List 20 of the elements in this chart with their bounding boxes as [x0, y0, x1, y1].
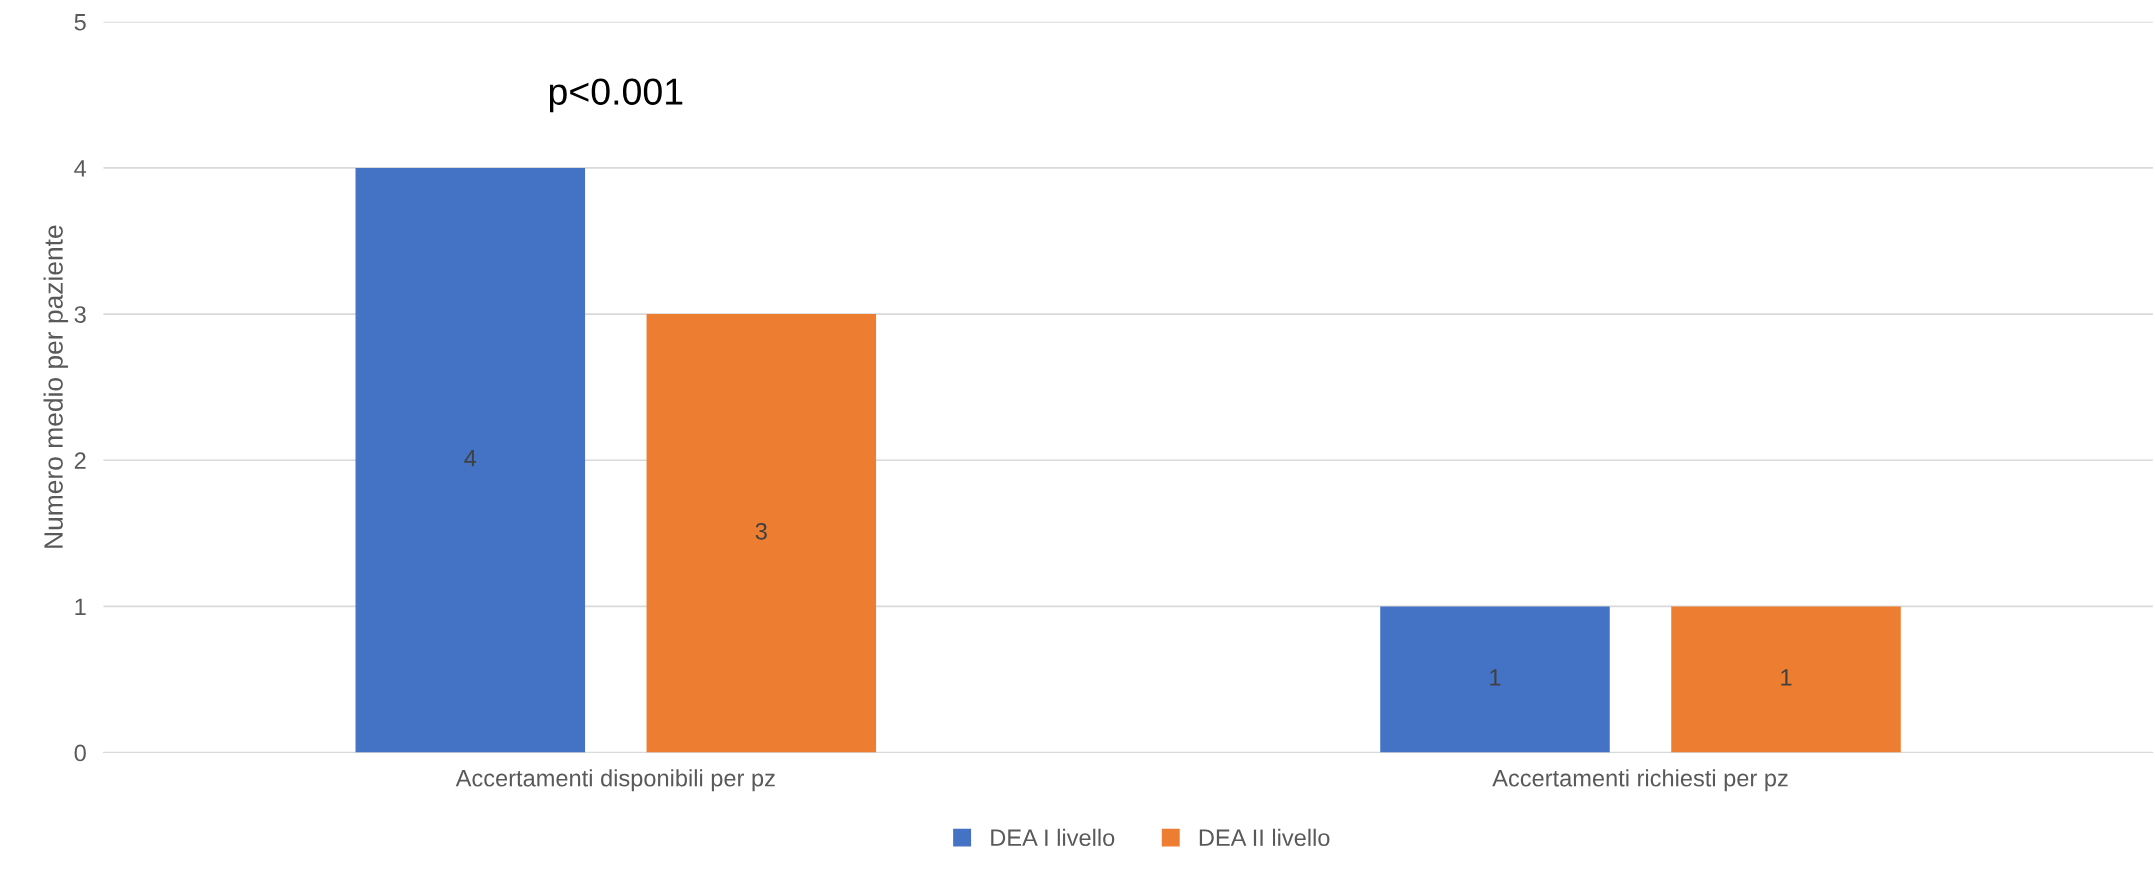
data-label: 3: [755, 522, 767, 540]
y-tick-label: 5: [74, 14, 86, 31]
x-tick-label: Accertamenti richiesti per pz: [1492, 769, 1788, 792]
annotation: p<0.001: [549, 78, 683, 113]
x-tick-label: Accertamenti disponibili per pz: [455, 769, 775, 792]
legend-label: DEA II livello: [1199, 828, 1330, 847]
y-tick-label: 1: [75, 598, 86, 615]
data-label: 1: [1490, 669, 1501, 686]
data-label: 1: [1781, 669, 1792, 686]
bar: [646, 314, 877, 753]
data-label: 4: [464, 450, 477, 467]
y-tick-label: 2: [74, 452, 86, 469]
bar: [1380, 606, 1610, 753]
bar: [355, 167, 586, 753]
y-axis-title: Numero medio per paziente: [43, 225, 69, 548]
y-tick-label: 0: [74, 744, 86, 762]
y-tick-label: 4: [74, 160, 87, 177]
legend-label: DEA I livello: [991, 828, 1115, 847]
y-tick-label: 3: [74, 306, 86, 323]
bar: [1671, 606, 1901, 753]
